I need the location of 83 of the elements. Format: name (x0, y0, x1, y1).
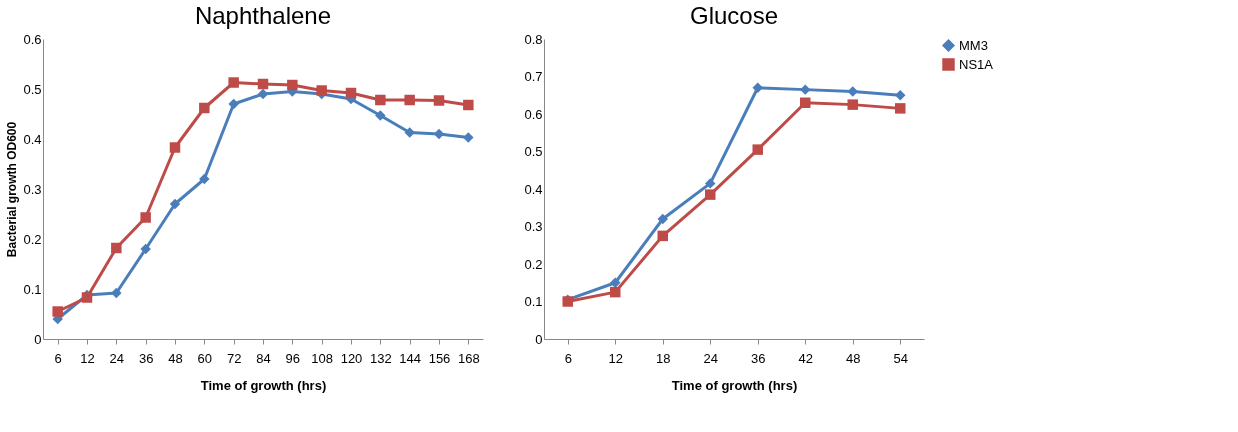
point (895, 103, 906, 114)
x-tick-label: 60 (197, 350, 213, 366)
y-tick-label: 0 (34, 331, 42, 347)
point (257, 78, 269, 90)
point (228, 77, 239, 88)
point (140, 243, 151, 255)
x-tick-label: 108 (311, 350, 334, 366)
y-tick-label: 0.4 (23, 131, 42, 147)
point (257, 88, 269, 100)
y-tick-label: 0.3 (524, 219, 543, 234)
point (228, 98, 239, 110)
point (752, 82, 763, 93)
y-tick-label: 0.2 (524, 256, 543, 272)
point (895, 90, 906, 101)
point (610, 277, 621, 288)
point (111, 287, 122, 299)
point (287, 79, 298, 91)
x-axis-title: Time of growth (hrs) (671, 377, 798, 393)
x-tick-label: 48 (168, 350, 183, 366)
point (140, 212, 151, 223)
point (52, 306, 63, 317)
point (404, 94, 415, 106)
y-axis-title: Bacterial growth OD600 (5, 121, 20, 258)
x-tick-label: 12 (608, 350, 623, 366)
point (169, 142, 181, 153)
point (375, 110, 386, 121)
y-tick-label: 0.7 (524, 69, 543, 84)
x-tick-label: 84 (256, 350, 271, 366)
y-tick-label: 0.1 (23, 281, 42, 297)
point (199, 102, 210, 114)
point (463, 132, 474, 143)
point (345, 87, 357, 99)
point (847, 99, 858, 110)
legend-label: MM3 (959, 37, 988, 53)
point (199, 173, 210, 185)
point (657, 213, 668, 225)
x-tick-label: 6 (564, 350, 572, 366)
x-tick-label: 72 (226, 350, 242, 366)
point (433, 95, 445, 106)
point (800, 84, 811, 95)
legend-label: NS1A (959, 56, 994, 72)
point (657, 230, 668, 242)
point (404, 127, 415, 138)
x-tick-label: 54 (893, 350, 908, 366)
x-tick-label: 120 (340, 350, 363, 366)
x-tick-label: 18 (656, 350, 671, 366)
x-tick-label: 42 (798, 350, 813, 366)
point (705, 178, 716, 189)
y-tick-label: 0 (535, 331, 543, 347)
y-tick-label: 0.3 (23, 181, 42, 197)
x-tick-label: 36 (751, 350, 766, 366)
y-tick-label: 0.5 (524, 144, 543, 159)
x-tick-label: 36 (138, 350, 154, 366)
point (316, 85, 327, 96)
point (169, 198, 181, 210)
point (800, 97, 811, 108)
point (375, 94, 386, 106)
x-axis-title: Time of growth (hrs) (200, 377, 327, 393)
x-tick-label: 132 (369, 350, 392, 366)
y-tick-label: 0.8 (524, 31, 543, 47)
y-tick-label: 0.4 (524, 181, 543, 197)
point (752, 144, 763, 155)
x-tick-label: 48 (846, 350, 861, 366)
chart-title: Naphthalene (194, 2, 332, 29)
point (610, 286, 621, 298)
x-tick-label: 6 (54, 350, 62, 366)
y-tick-label: 0.5 (23, 81, 42, 97)
x-tick-label: 156 (428, 350, 451, 366)
x-tick-label: 24 (109, 350, 125, 366)
x-tick-label: 12 (80, 350, 95, 366)
y-tick-label: 0.2 (23, 231, 42, 247)
y-tick-label: 0.1 (524, 294, 543, 309)
y-tick-label: 0.6 (524, 106, 543, 122)
x-tick-label: 144 (399, 350, 422, 366)
point (705, 189, 716, 200)
x-tick-label: 96 (285, 350, 301, 366)
chart-title: Glucose (689, 2, 779, 29)
y-tick-label: 0.6 (23, 31, 42, 47)
x-tick-label: 168 (457, 350, 480, 366)
x-tick-label: 24 (703, 350, 718, 366)
point (111, 242, 122, 254)
point (463, 99, 474, 111)
point (847, 86, 858, 97)
